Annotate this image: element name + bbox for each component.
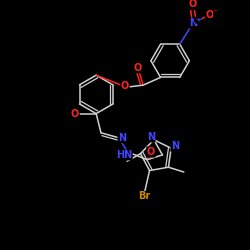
Text: O: O xyxy=(147,147,155,157)
Text: HN: HN xyxy=(116,150,132,160)
Text: N: N xyxy=(118,132,126,142)
Text: O: O xyxy=(206,10,214,20)
Text: O: O xyxy=(133,63,141,73)
Text: N: N xyxy=(171,141,179,151)
Text: N: N xyxy=(189,18,197,28)
Text: O: O xyxy=(71,108,79,118)
Text: O: O xyxy=(188,0,196,9)
Text: +: + xyxy=(195,17,201,23)
Text: Br: Br xyxy=(138,192,151,202)
Text: N: N xyxy=(147,132,155,142)
Text: O: O xyxy=(121,81,129,91)
Text: ⁻: ⁻ xyxy=(214,10,217,16)
